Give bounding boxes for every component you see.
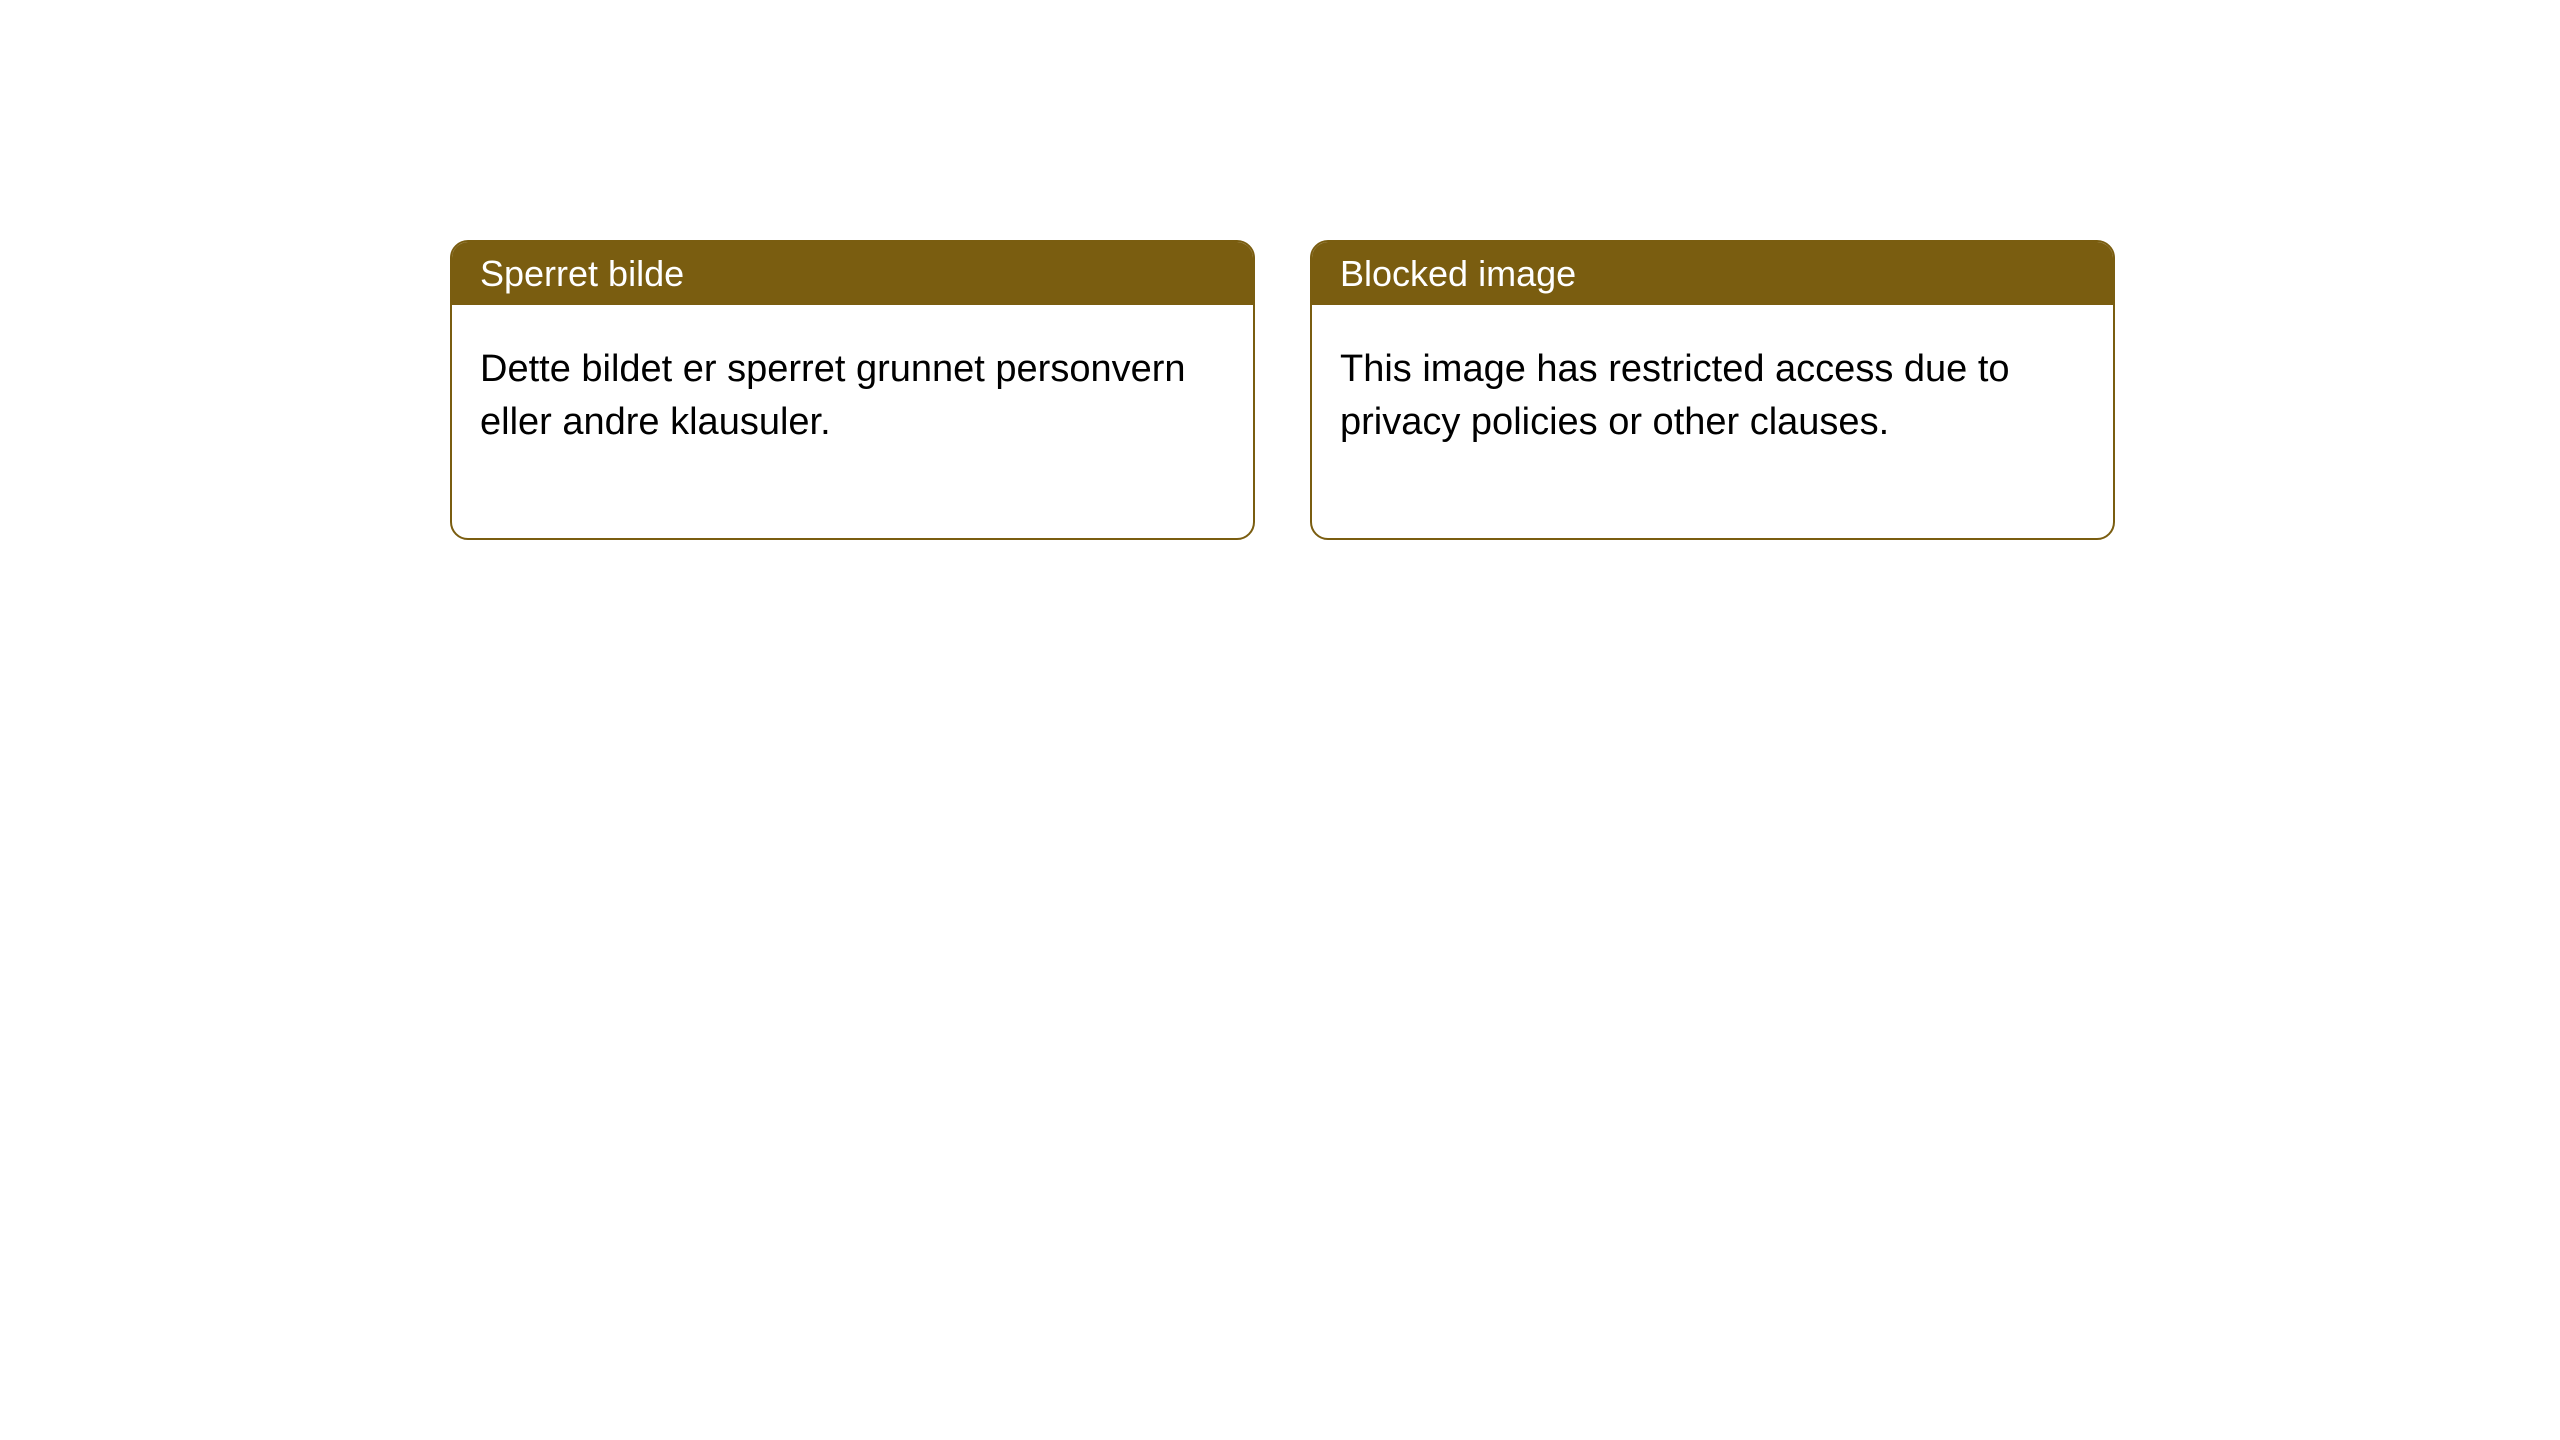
notice-header: Sperret bilde [452, 242, 1253, 305]
notice-box-english: Blocked image This image has restricted … [1310, 240, 2115, 540]
notice-header: Blocked image [1312, 242, 2113, 305]
notice-body: This image has restricted access due to … [1312, 305, 2113, 538]
notice-body: Dette bildet er sperret grunnet personve… [452, 305, 1253, 538]
notice-box-norwegian: Sperret bilde Dette bildet er sperret gr… [450, 240, 1255, 540]
notice-container: Sperret bilde Dette bildet er sperret gr… [450, 240, 2115, 540]
